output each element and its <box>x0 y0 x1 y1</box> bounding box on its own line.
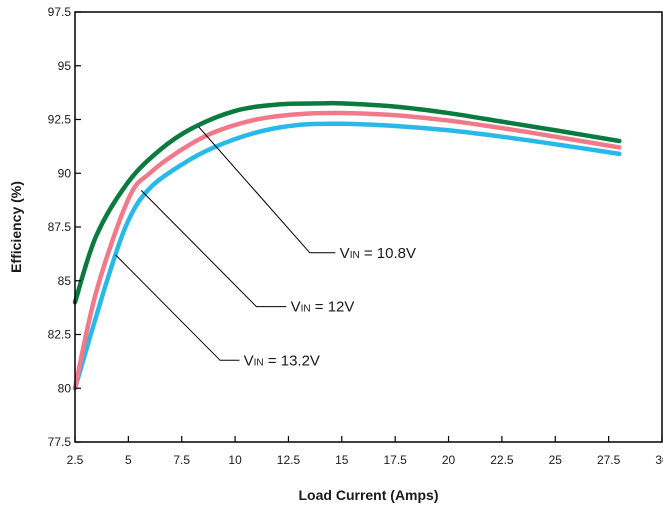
series-group <box>72 100 622 391</box>
annotation-label: VIN = 10.8V <box>340 245 416 262</box>
annotation-label: VIN = 12V <box>291 299 355 316</box>
x-tick-label: 10 <box>228 453 242 467</box>
y-tick-label: 87.5 <box>48 220 72 234</box>
annotation-leader-line <box>198 126 336 254</box>
annotation-prefix: V <box>291 299 301 316</box>
y-tick-labels: 77.5 80 82.5 85 87.5 90 92.5 95 97.5 <box>48 5 72 449</box>
y-tick-label: 85 <box>58 274 72 288</box>
annotation-value: = 12V <box>311 299 355 316</box>
annotation-subscript: IN <box>350 250 360 261</box>
plot-frame <box>74 11 663 443</box>
annotation-subscript: IN <box>254 357 264 368</box>
x-tick-label: 2.5 <box>67 453 84 467</box>
x-tick-label: 5 <box>125 453 132 467</box>
annotation-leader-line <box>115 254 240 361</box>
annotation-prefix: V <box>340 245 350 262</box>
y-tick-label: 77.5 <box>48 435 72 449</box>
series-line-vin-13-2v <box>72 121 622 391</box>
axis-ticks <box>74 11 663 443</box>
y-tick-label: 80 <box>58 381 72 395</box>
annotation-value: = 13.2V <box>264 352 320 369</box>
x-axis-label: Load Current (Amps) <box>299 487 439 503</box>
y-axis-label: Efficiency (%) <box>8 181 24 273</box>
x-tick-label: 25 <box>549 453 563 467</box>
x-tick-labels: 2.5 5 7.5 10 12.5 15 17.5 20 22.5 25 27.5 30 <box>67 453 663 467</box>
annotation-leaders <box>115 126 336 361</box>
x-tick-label: 27.5 <box>597 453 621 467</box>
y-tick-label: 92.5 <box>48 113 72 127</box>
x-tick-label: 30 <box>655 453 663 467</box>
y-tick-label: 97.5 <box>48 5 72 19</box>
annotation-label: VIN = 13.2V <box>244 352 320 369</box>
x-tick-label: 12.5 <box>277 453 301 467</box>
x-tick-label: 15 <box>335 453 349 467</box>
annotation-prefix: V <box>244 352 254 369</box>
annotation-leader-line <box>140 190 287 308</box>
x-tick-label: 7.5 <box>173 453 190 467</box>
x-tick-label: 17.5 <box>384 453 408 467</box>
annotation-value: = 10.8V <box>360 245 416 262</box>
series-line-vin-10-8v <box>72 100 622 305</box>
series-line-vin-12v <box>72 110 622 391</box>
y-tick-label: 95 <box>58 59 72 73</box>
y-tick-label: 82.5 <box>48 328 72 342</box>
annotation-subscript: IN <box>301 304 311 315</box>
x-tick-label: 20 <box>442 453 456 467</box>
y-tick-label: 90 <box>58 166 72 180</box>
x-tick-label: 22.5 <box>490 453 514 467</box>
